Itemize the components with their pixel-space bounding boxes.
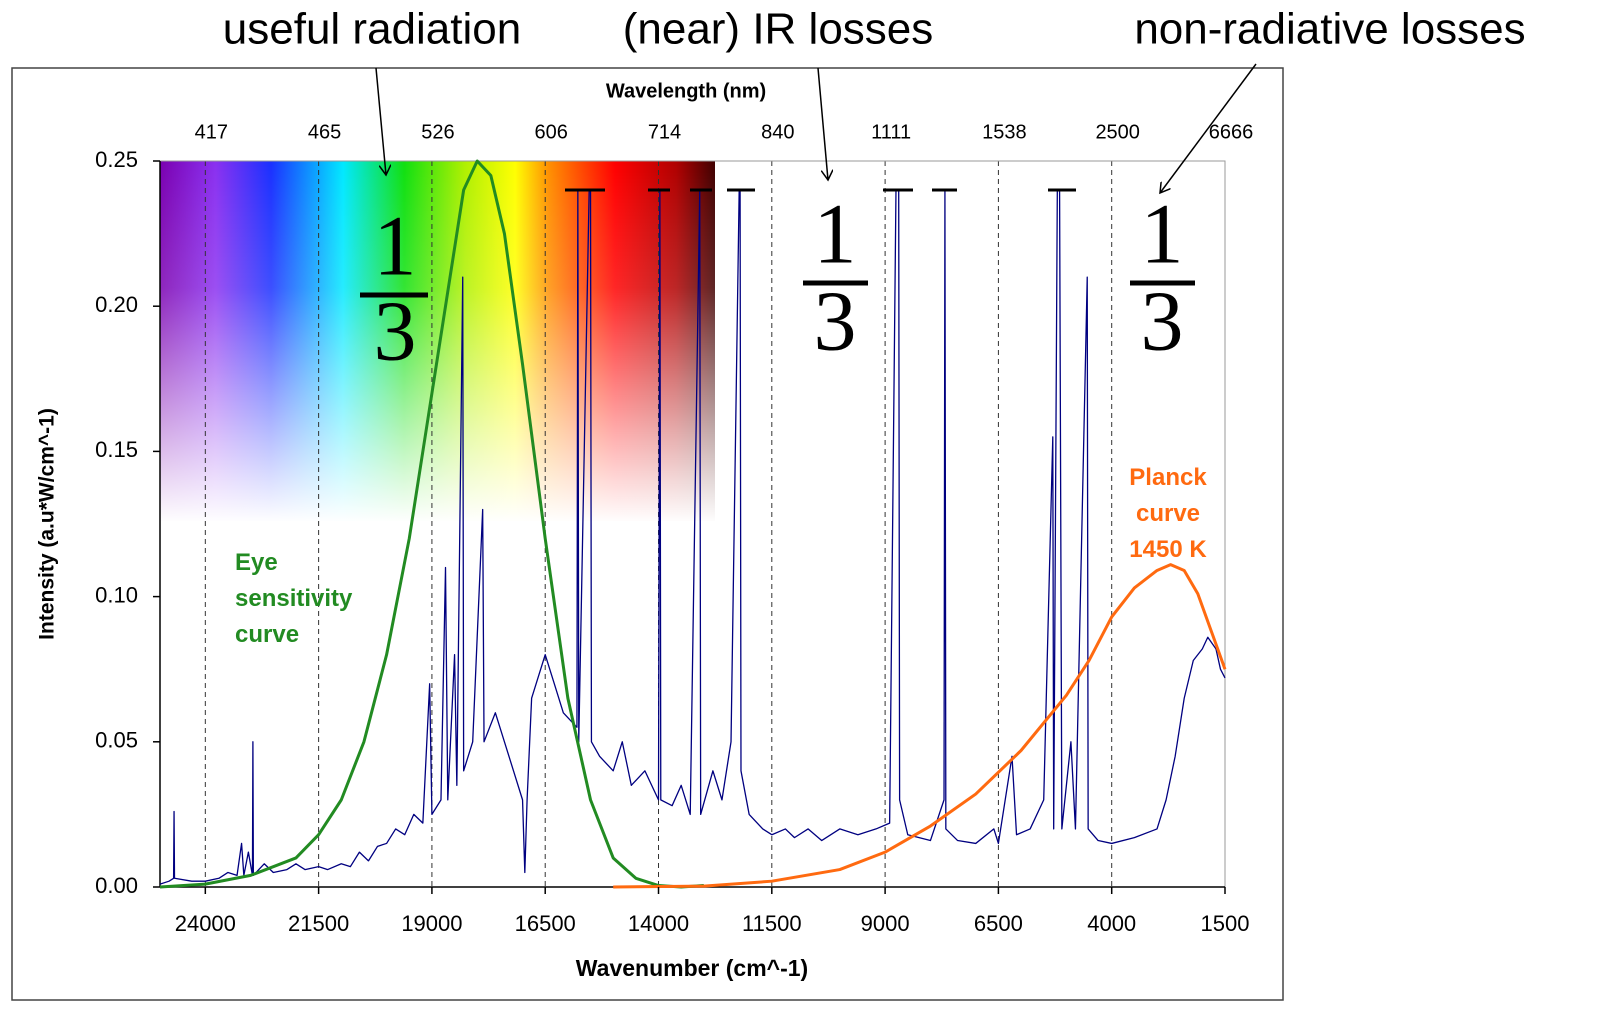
x2-tick-label: 840 (761, 121, 794, 143)
x2-tick-label: 1538 (982, 121, 1027, 143)
x2-axis-title: Wavelength (nm) (606, 80, 766, 102)
fraction-denominator: 3 (1141, 273, 1184, 369)
x-tick-label: 4000 (1087, 911, 1136, 936)
annotation: (near) IR losses (623, 5, 934, 54)
x-tick-label: 16500 (515, 911, 576, 936)
x-tick-label: 14000 (628, 911, 689, 936)
chart-frame (11, 67, 1284, 1001)
x-axis-title: Wavenumber (cm^-1) (576, 955, 808, 981)
series-label: Eye sensitivity curve (235, 549, 353, 648)
series-label: Planck curve 1450 K (1129, 464, 1207, 563)
series-line (159, 189, 1226, 885)
y-tick-label: 0.20 (95, 292, 138, 317)
fractions: 1 3 1 3 1 3 (360, 186, 1195, 379)
y-tick-label: 0.10 (95, 582, 138, 607)
x-tick-label: 9000 (861, 911, 910, 936)
annotation: non-radiative losses (1134, 5, 1525, 54)
x2-tick-label: 2500 (1095, 121, 1140, 143)
annotation: useful radiation (223, 5, 521, 54)
spectrum-fade (160, 161, 716, 523)
fraction-numerator: 1 (1141, 186, 1184, 282)
x-tick-label: 19000 (401, 911, 462, 936)
fraction-numerator: 1 (374, 198, 417, 294)
fraction-denominator: 3 (374, 283, 417, 379)
fraction-denominator: 3 (814, 273, 857, 369)
x2-tick-label: 526 (421, 121, 454, 143)
x-tick-label: 24000 (175, 911, 236, 936)
arrow (817, 67, 828, 180)
y-tick-label: 0.15 (95, 437, 138, 462)
arrow (375, 67, 386, 175)
series-line (159, 159, 704, 889)
x2-tick-label: 417 (195, 121, 228, 143)
fraction-numerator: 1 (814, 186, 857, 282)
y-tick-label: 0.25 (95, 147, 138, 172)
series-line (613, 563, 1227, 889)
y-tick-label: 0.00 (95, 873, 138, 898)
x2-tick-label: 606 (535, 121, 568, 143)
x2-tick-label: 714 (648, 121, 681, 143)
x-tick-label: 1500 (1201, 911, 1250, 936)
x-tick-label: 6500 (974, 911, 1023, 936)
x-tick-label: 21500 (288, 911, 349, 936)
x2-tick-label: 465 (308, 121, 341, 143)
x2-tick-label: 1111 (871, 121, 911, 143)
y-tick-label: 0.05 (95, 728, 138, 753)
arrows (375, 63, 1257, 193)
arrow (1160, 63, 1257, 193)
x2-tick-label: 6666 (1209, 121, 1254, 143)
y-axis-title: Intensity (a.u*W/cm^-1) (36, 408, 59, 640)
x-tick-label: 11500 (742, 911, 802, 936)
